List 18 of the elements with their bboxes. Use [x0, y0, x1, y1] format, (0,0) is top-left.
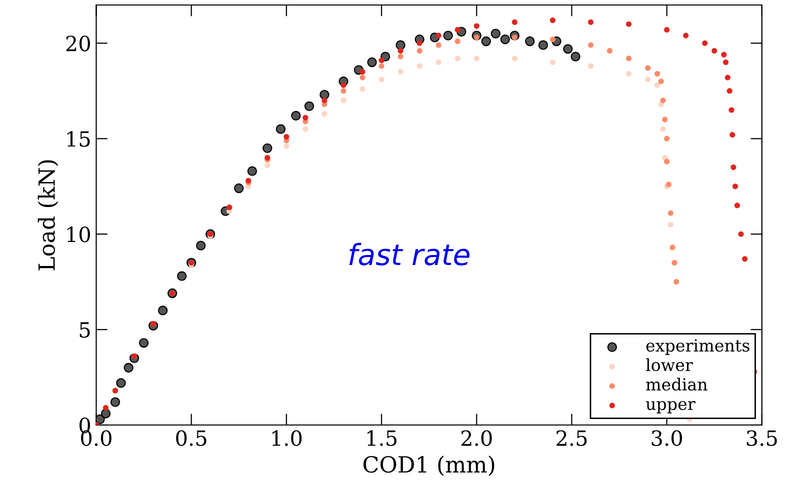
x-tick-label: 3.0	[652, 430, 682, 446]
y-tick-label: 5	[80, 322, 90, 338]
x-tick-label: 2.0	[461, 430, 492, 446]
y-tick-label: 20	[66, 36, 90, 52]
x-tick-label: 2.5	[556, 430, 587, 446]
x-tick-label: 1.0	[272, 430, 302, 446]
x-tick-label: 1.5	[368, 430, 396, 446]
legend-label: upper	[646, 400, 696, 414]
y-axis-title: Load (kN)	[38, 160, 58, 270]
legend-label: lower	[646, 358, 693, 372]
x-tick-label: 0.5	[176, 430, 206, 446]
y-tick-label: 15	[67, 131, 90, 147]
legend-label: median	[646, 378, 708, 391]
legend-label: experiments	[646, 339, 750, 355]
x-tick-label: 3.5	[746, 430, 777, 446]
y-tick-label: 10	[67, 226, 90, 242]
annotation: fast rate	[349, 242, 470, 266]
x-axis-title: COD1 (mm)	[363, 456, 494, 476]
